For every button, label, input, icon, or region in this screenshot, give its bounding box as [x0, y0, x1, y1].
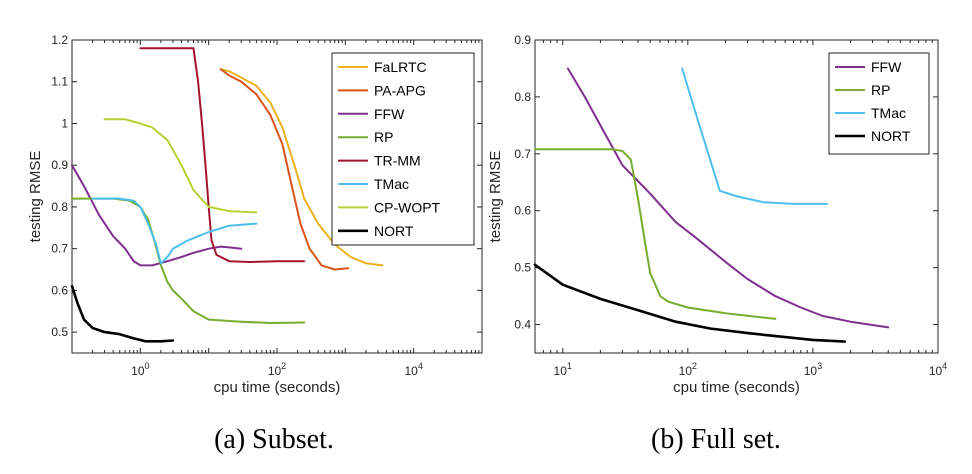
x-tick-label: 102 [268, 361, 286, 378]
legend-label: PA-APG [374, 82, 426, 98]
x-tick-label: 102 [679, 361, 697, 378]
y-tick-label: 1 [61, 116, 68, 130]
series-line-tmac [681, 67, 829, 205]
y-tick-label: 0.5 [514, 261, 531, 275]
y-tick-label: 0.9 [51, 158, 68, 172]
x-tick-label: 104 [404, 361, 422, 378]
figure-caption: (b) Full set. [651, 424, 781, 455]
series-line-pa-apg [219, 68, 350, 271]
legend-label: TMac [871, 105, 906, 121]
x-axis-label: cpu time (seconds) [673, 379, 800, 396]
legend-label: NORT [374, 223, 414, 239]
legend-label: CP-WOPT [374, 199, 441, 215]
y-axis-label: testing RMSE [27, 151, 44, 243]
x-tick-label: 103 [804, 361, 822, 378]
series-line-rp [534, 148, 777, 320]
figure-caption: (a) Subset. [214, 424, 334, 455]
legend-label: RP [871, 82, 890, 98]
series-line-falrtc [219, 68, 384, 267]
x-axis-label: cpu time (seconds) [214, 379, 341, 396]
series-line-nort [533, 263, 847, 343]
y-tick-label: 0.5 [51, 325, 68, 339]
y-tick-label: 0.7 [51, 242, 68, 256]
legend-label: TMac [374, 176, 409, 192]
legend-label: NORT [871, 128, 911, 144]
y-tick-label: 0.8 [514, 90, 531, 104]
series-line-nort [70, 284, 175, 343]
legend-label: FaLRTC [374, 59, 427, 75]
legend-label: RP [374, 129, 393, 145]
series-line-tmac [91, 197, 258, 265]
legend-label: FFW [871, 59, 902, 75]
x-tick-label: 104 [929, 361, 947, 378]
series-line-ffw [566, 67, 890, 329]
y-tick-label: 0.4 [514, 318, 531, 332]
chart-panel-b: 0.4 0.5 0.6 0.7 0.8 0.9 101 102 103 104 cpu time (… [487, 33, 947, 455]
y-tick-label: 0.8 [51, 200, 68, 214]
series-line-cp-wopt [103, 118, 258, 214]
y-tick-label: 1.2 [51, 33, 68, 47]
chart-panel-a: 0.5 0.6 0.7 0.8 0.9 1 1.1 1.2 100 102 104 cpu time … [27, 33, 483, 455]
y-tick-label: 0.6 [514, 204, 531, 218]
x-tick-label: 100 [131, 361, 149, 378]
legend-label: TR-MM [374, 153, 421, 169]
legend-label: FFW [374, 106, 405, 122]
legend-box [331, 52, 475, 246]
series-line-ffw [71, 164, 243, 267]
y-tick-label: 0.6 [51, 283, 68, 297]
y-tick-label: 0.9 [514, 33, 531, 47]
y-tick-label: 0.7 [514, 147, 531, 161]
y-tick-label: 1.1 [51, 75, 68, 89]
y-axis-label: testing RMSE [487, 151, 504, 243]
x-tick-label: 101 [554, 361, 572, 378]
series-line-tr-mm [139, 47, 306, 263]
